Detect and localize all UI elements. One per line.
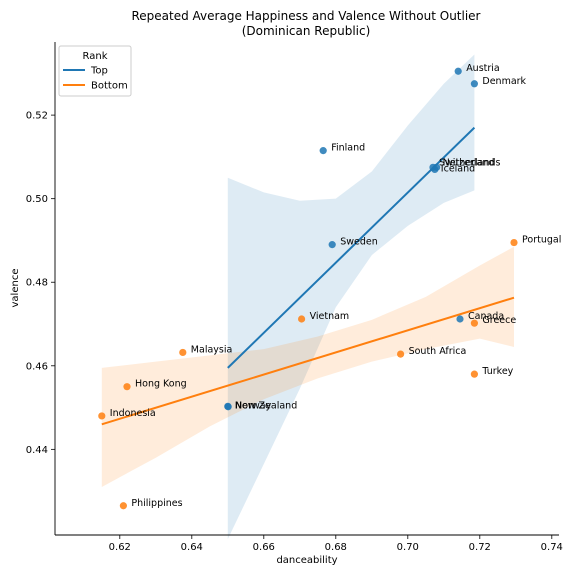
x-tick-label: 0.72: [469, 542, 491, 553]
point-label-netherlands: Netherlands: [443, 157, 501, 168]
y-axis-label: valence: [10, 269, 21, 308]
point-label-turkey: Turkey: [481, 366, 513, 377]
point-denmark: [470, 80, 478, 88]
point-norway: [224, 403, 232, 411]
legend-box: [58, 45, 132, 97]
point-austria: [454, 67, 462, 75]
point-label-philippines: Philippines: [131, 498, 182, 509]
point-philippines: [119, 502, 127, 510]
point-malaysia: [179, 348, 187, 357]
confidence-bands: [101, 54, 515, 540]
fit-line-bottom: [101, 296, 515, 426]
point-label-canada: Canada: [468, 311, 504, 322]
y-tick-label: 0.46: [26, 361, 48, 372]
chart-title: Repeated Average Happiness and Valence W…: [132, 9, 481, 23]
point-portugal: [510, 238, 518, 247]
point-indonesia: [98, 412, 106, 420]
x-tick-label: 0.64: [181, 542, 203, 553]
point-canada: [456, 315, 464, 323]
x-tick-label: 0.74: [541, 542, 563, 553]
point-label-portugal: Portugal: [522, 235, 561, 246]
legend-label-bottom: Bottom: [91, 81, 128, 92]
y-tick-label: 0.48: [26, 278, 48, 289]
y-tick-label: 0.52: [26, 111, 48, 122]
ci-band-bottom: [101, 246, 515, 487]
data-points: [98, 67, 518, 510]
x-tick-label: 0.70: [397, 542, 419, 553]
point-turkey: [470, 370, 478, 378]
point-greece: [470, 319, 478, 327]
point-iceland: [431, 165, 439, 174]
point-label-vietnam: Vietnam: [310, 311, 350, 322]
point-hong-kong: [123, 383, 131, 391]
point-south-africa: [397, 350, 405, 358]
point-label-iceland: Iceland: [441, 163, 475, 174]
x-tick-label: 0.68: [325, 542, 347, 553]
legend-label-top: Top: [90, 66, 108, 77]
legend: Rank Top Bottom: [58, 45, 132, 97]
y-tick-label: 0.50: [26, 194, 48, 205]
point-sweden: [328, 241, 336, 249]
point-labels: Austria Denmark Finland SwitzerlandNetherla…: [110, 63, 562, 509]
x-tick-label: 0.62: [109, 542, 131, 553]
point-label-sweden: Sweden: [340, 237, 378, 248]
point-label-finland: Finland: [331, 143, 365, 154]
ci-band-top: [227, 54, 475, 540]
point-vietnam: [298, 315, 306, 323]
point-finland: [319, 147, 327, 155]
point-label-new-zealand: New Zealand: [235, 400, 297, 411]
point-label-greece: Greece: [482, 315, 516, 326]
x-tick-label: 0.66: [253, 542, 275, 553]
point-label-denmark: Denmark: [482, 76, 526, 87]
axes: 0.62 0.64 0.66 0.68 0.70 0.72 0.74 0.44 0.46 0.48…: [26, 42, 563, 553]
point-label-hong-kong: Hong Kong: [135, 379, 187, 390]
x-axis-label: danceability: [276, 555, 337, 566]
point-label-malaysia: Malaysia: [191, 344, 233, 355]
point-label-norway: Norway: [235, 401, 271, 412]
point-label-austria: Austria: [466, 63, 500, 74]
point-label-switzerland: Switzerland: [439, 157, 494, 168]
chart-subtitle: (Dominican Republic): [242, 24, 371, 38]
y-tick-label: 0.44: [26, 445, 48, 456]
point-label-indonesia: Indonesia: [110, 408, 156, 419]
legend-title: Rank: [83, 51, 108, 62]
point-label-south-africa: South Africa: [409, 346, 467, 357]
